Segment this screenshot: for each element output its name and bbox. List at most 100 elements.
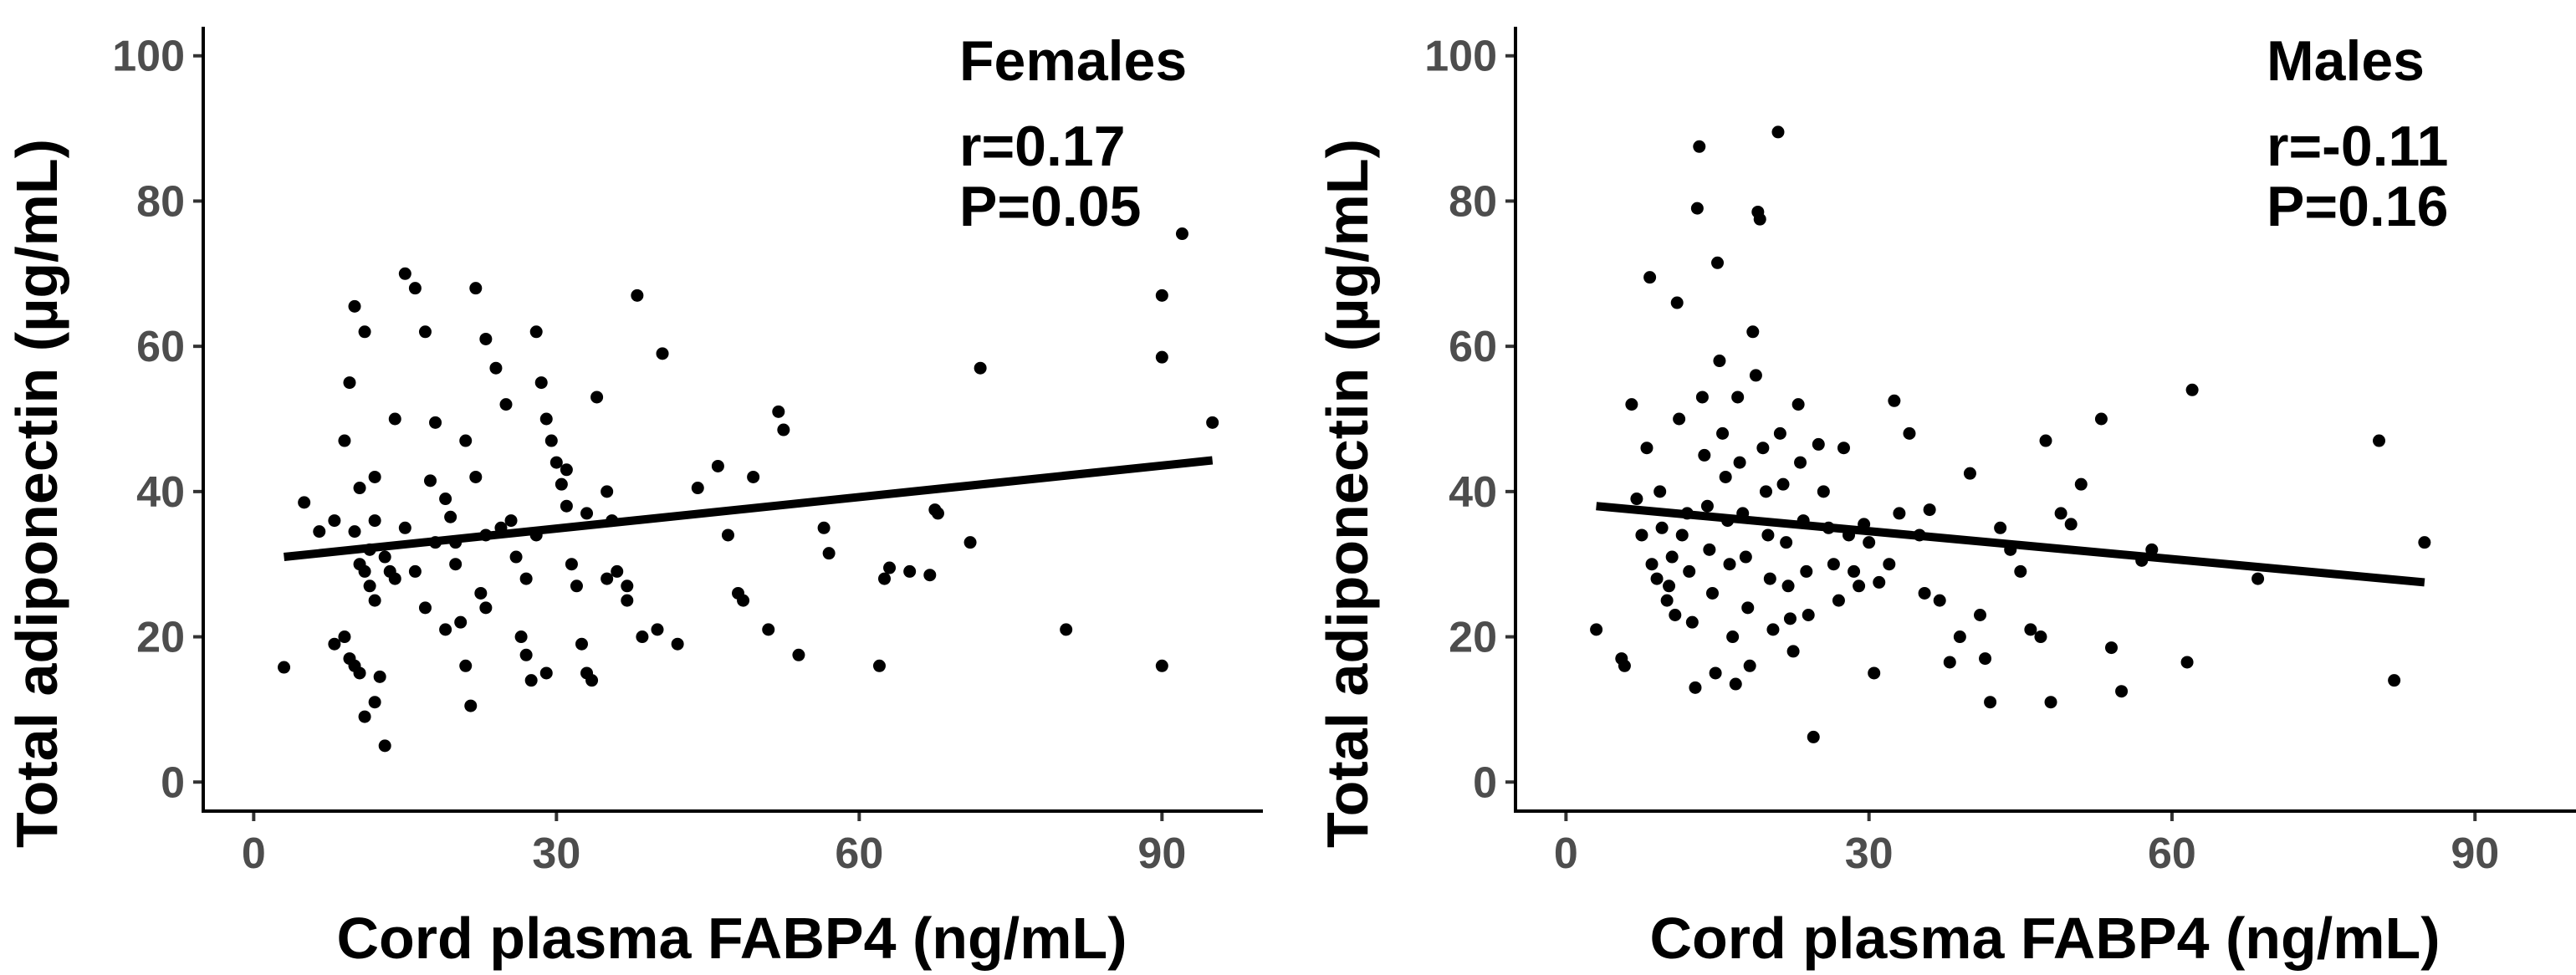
x-tick-label: 30 [532, 830, 580, 878]
data-point [1781, 579, 1795, 593]
data-point [348, 299, 361, 313]
data-point [822, 547, 836, 560]
data-point [1635, 528, 1648, 542]
x-tick-label: 90 [2451, 830, 2499, 878]
data-point [1827, 558, 1840, 571]
data-point [1994, 521, 2007, 534]
data-point [1640, 442, 1653, 455]
data-point [974, 361, 987, 375]
data-point [489, 361, 503, 375]
data-point [529, 325, 543, 339]
data-point [2185, 383, 2199, 396]
data-point [1670, 296, 1684, 309]
x-tick-label: 60 [2148, 830, 2196, 878]
data-point [388, 572, 401, 585]
data-point [2388, 674, 2401, 687]
data-point [368, 594, 381, 607]
data-point [1746, 325, 1760, 339]
data-point [762, 623, 775, 636]
data-point [429, 416, 442, 429]
data-point [1719, 470, 1732, 483]
data-point [2373, 434, 2386, 447]
data-point [499, 398, 513, 411]
data-point [378, 550, 391, 564]
data-point [398, 267, 411, 280]
x-tick-label: 0 [242, 830, 266, 878]
data-point [1660, 594, 1674, 607]
data-point [519, 648, 533, 661]
data-point [2054, 507, 2067, 520]
data-point [1726, 630, 1740, 644]
data-point [1698, 448, 1711, 462]
y-tick-label: 80 [1449, 177, 1497, 226]
data-point [1729, 677, 1742, 691]
y-tick-label: 0 [1473, 758, 1497, 807]
data-point [903, 564, 917, 578]
data-point [1984, 696, 1997, 709]
data-point [1848, 564, 1861, 578]
data-point [1903, 426, 1916, 440]
data-point [691, 482, 704, 495]
y-tick-label: 60 [1449, 323, 1497, 371]
data-point [1713, 355, 1726, 368]
data-point [1923, 503, 1936, 517]
data-point [408, 564, 422, 578]
x-tick-label: 90 [1137, 830, 1186, 878]
data-point [1763, 572, 1776, 585]
males-panel: Total adiponectin (µg/mL) Cord plasma FA… [1315, 27, 2576, 971]
data-point [2039, 434, 2052, 447]
data-point [373, 670, 386, 683]
data-point [1753, 212, 1766, 226]
data-point [1771, 125, 1785, 139]
data-point [1943, 656, 1956, 669]
data-point [358, 325, 371, 339]
data-point [358, 710, 371, 723]
data-point [2064, 518, 2078, 531]
data-point [585, 674, 599, 687]
data-point [1863, 536, 1876, 549]
data-point [469, 470, 483, 483]
data-point [878, 572, 891, 585]
data-point [539, 412, 553, 426]
data-point [313, 525, 326, 539]
data-point [872, 659, 886, 672]
data-point [580, 507, 594, 520]
y-axis-ticks: 0 20 40 60 80 100 [112, 33, 203, 807]
data-point [1883, 558, 1896, 571]
data-point [1675, 528, 1689, 542]
data-point [338, 434, 351, 447]
data-point [1175, 227, 1188, 241]
data-point [439, 623, 452, 636]
data-point [1739, 550, 1752, 564]
data-point [555, 477, 568, 491]
data-point [772, 405, 785, 418]
data-point [570, 579, 583, 593]
p-value-text: P=0.05 [959, 175, 1141, 238]
data-point [1155, 350, 1168, 364]
data-point [2094, 412, 2108, 426]
data-point [1756, 442, 1770, 455]
y-tick-label: 0 [161, 758, 185, 807]
data-point [883, 561, 897, 574]
data-point [1873, 575, 1886, 589]
data-point [398, 521, 411, 534]
x-tick-label: 60 [835, 830, 883, 878]
data-point [454, 615, 468, 629]
data-point [1974, 609, 1987, 621]
data-point [368, 514, 381, 528]
data-point [474, 586, 488, 600]
data-point [298, 496, 311, 509]
data-point [590, 391, 604, 404]
data-point [418, 325, 432, 339]
data-point [1155, 659, 1168, 672]
data-point [621, 579, 634, 593]
data-point [1800, 564, 1813, 578]
data-point [631, 288, 644, 302]
data-point [424, 474, 437, 488]
y-axis-title: Total adiponectin (µg/mL) [1315, 139, 1380, 848]
data-point [388, 412, 401, 426]
x-axis-ticks: 0 30 60 90 [1554, 811, 2499, 878]
data-point [721, 528, 734, 542]
y-tick-label: 80 [136, 177, 185, 226]
y-tick-label: 20 [136, 614, 185, 662]
